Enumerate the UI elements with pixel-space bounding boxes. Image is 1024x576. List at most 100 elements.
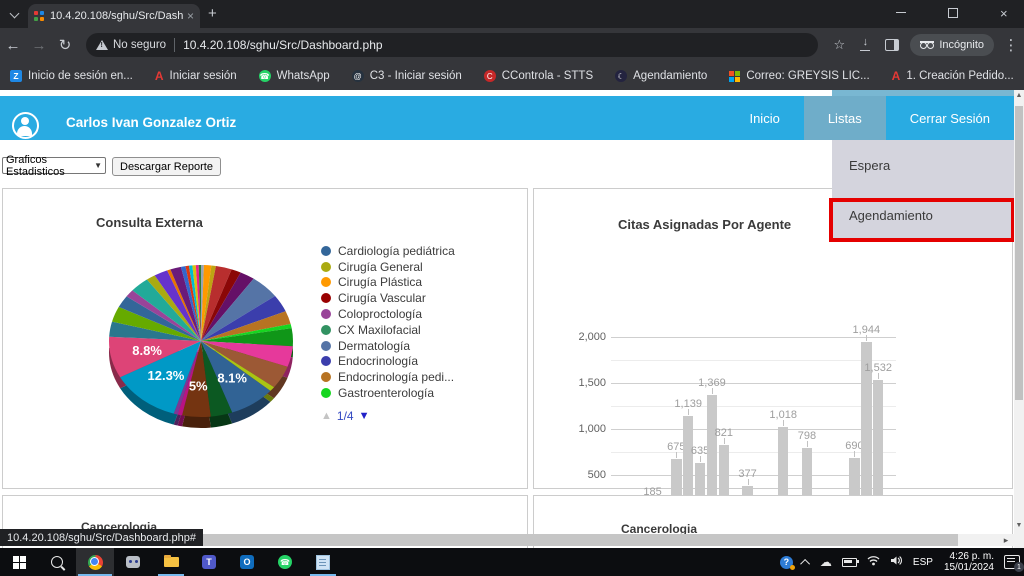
dropdown-item-espera[interactable]: Espera [849,157,891,173]
taskbar-notepad-button[interactable] [304,548,342,576]
pie-slice[interactable] [201,269,241,341]
bar[interactable] [777,427,789,521]
pie-slice[interactable] [167,269,201,341]
pie-slice[interactable] [201,265,216,341]
volume-icon[interactable] [890,553,903,571]
reload-button[interactable]: ↻ [58,37,72,54]
pie-chart[interactable]: 8.1% 5% 12.3% 8.8% [43,227,353,477]
bookmark-item[interactable]: Correo: GREYSIS LIC... [729,70,870,82]
clock[interactable]: 4:26 p. m. 15/01/2024 [944,551,994,573]
language-indicator[interactable]: ESP [912,556,933,568]
pie-slice[interactable] [201,328,293,347]
window-minimize-button[interactable] [896,12,906,13]
window-close-button[interactable]: × [1000,6,1008,21]
scroll-up-arrow-icon[interactable]: ▲ [1015,92,1023,99]
pie-slice[interactable] [201,341,271,413]
taskbar-chrome-button[interactable] [76,548,114,576]
pie-slice[interactable] [201,341,233,417]
pie-slice[interactable] [132,279,201,341]
legend-item[interactable]: Endocrinología pedi... [321,369,455,385]
pie-slice[interactable] [188,265,201,341]
pie-slice[interactable] [201,272,254,341]
pie-slice[interactable] [109,321,201,341]
tab-search-chevron-icon[interactable] [6,7,22,23]
nav-item-inicio[interactable]: Inicio [749,110,780,126]
pie-slice[interactable] [182,341,211,417]
pie-slice[interactable] [154,270,201,341]
side-panel-icon[interactable] [885,39,900,51]
bar[interactable] [801,447,813,521]
pie-slice[interactable] [118,296,201,341]
bar[interactable] [849,457,860,521]
vertical-scrollbar[interactable]: ▲ ▼ [1014,90,1024,548]
pie-slice[interactable] [201,323,292,341]
legend-item[interactable]: Cirugía Plástica [321,275,455,291]
taskbar-explorer-button[interactable] [152,548,190,576]
bookmark-item[interactable]: ☾ Agendamiento [615,70,707,82]
legend-item[interactable]: Dermatología [321,338,455,354]
bookmark-star-icon[interactable]: ☆ [833,37,846,52]
pie-slice[interactable] [201,265,204,341]
pie-slice[interactable] [173,341,201,415]
pie-slice[interactable] [177,341,201,416]
pie-slice[interactable] [146,275,201,341]
bar[interactable] [706,395,718,521]
bookmark-item[interactable]: Z Inicio de sesión en... [10,70,133,82]
pie-slice[interactable] [180,266,201,341]
help-icon[interactable]: ? [779,555,795,570]
bar[interactable] [718,445,730,521]
nav-item-cerrar-sesión[interactable]: Cerrar Sesión [909,110,990,126]
legend-item[interactable]: CX Maxilofacial [321,322,455,338]
bar[interactable] [671,458,682,521]
bookmark-item[interactable]: @ C3 - Iniciar sesión [351,70,462,82]
taskbar-whatsapp-button[interactable]: ☎ [266,548,304,576]
bar[interactable] [682,416,694,521]
browser-tab[interactable]: 10.4.20.108/sghu/Src/Dashboa × [28,4,200,28]
dropdown-item-agendamiento[interactable]: Agendamiento [849,207,933,223]
bar[interactable] [694,462,706,521]
taskbar-teams-button[interactable]: T [190,548,228,576]
vertical-scrollbar-thumb[interactable] [1015,106,1023,400]
bar[interactable] [861,342,872,521]
window-restore-button[interactable] [948,8,958,18]
pie-slice[interactable] [170,266,201,341]
pie-slice[interactable] [120,341,201,414]
pie-slice[interactable] [109,336,201,378]
scroll-down-arrow-icon[interactable]: ▼ [1015,522,1023,529]
address-bar[interactable]: ! No seguro 10.4.20.108/sghu/Src/Dashboa… [86,33,819,57]
wifi-icon[interactable] [867,553,880,571]
battery-icon[interactable] [841,557,859,567]
legend-item[interactable]: Gastroenterología [321,385,455,401]
download-report-button[interactable]: Descargar Reporte [112,157,221,176]
pie-slice[interactable] [201,311,291,341]
pie-slice[interactable] [195,265,201,341]
legend-page-up-icon[interactable]: ▲ [321,410,332,422]
onedrive-cloud-icon[interactable]: ☁ [819,555,832,569]
legend-item[interactable]: Cirugía Vascular [321,290,455,306]
nav-item-listas[interactable]: Listas [803,96,886,140]
legend-item[interactable]: Cardiología pediátrica [321,243,455,259]
forward-button[interactable]: → [31,36,47,54]
legend-page-down-icon[interactable]: ▼ [358,410,370,422]
report-type-select[interactable]: Graficos Estadisticos ▼ [2,154,106,178]
pie-slice[interactable] [201,341,275,391]
pie-slice[interactable] [198,265,201,341]
menu-kebab-icon[interactable]: ⋮ [1003,37,1019,54]
scroll-right-arrow-icon[interactable]: ▸ [1003,535,1009,545]
pie-slice[interactable] [201,295,286,341]
tab-close-icon[interactable]: × [186,9,194,23]
horizontal-scrollbar-thumb[interactable] [0,534,958,546]
bar[interactable] [872,380,884,521]
back-button[interactable]: ← [5,36,21,54]
pie-slice[interactable] [201,341,288,388]
bookmark-item[interactable]: A 1. Creación Pedido... [892,69,1014,83]
taskbar-outlook-button[interactable]: O [228,548,266,576]
pie-slice[interactable] [201,278,276,341]
taskbar-search-button[interactable] [38,548,76,576]
legend-item[interactable]: Cirugía General [321,259,455,275]
new-tab-button[interactable]: + [208,5,217,22]
taskbar-app-button[interactable] [114,548,152,576]
pie-slice[interactable] [201,265,212,341]
bookmark-item[interactable]: C CControla - STTS [483,70,593,82]
legend-item[interactable]: Endocrinología [321,354,455,370]
